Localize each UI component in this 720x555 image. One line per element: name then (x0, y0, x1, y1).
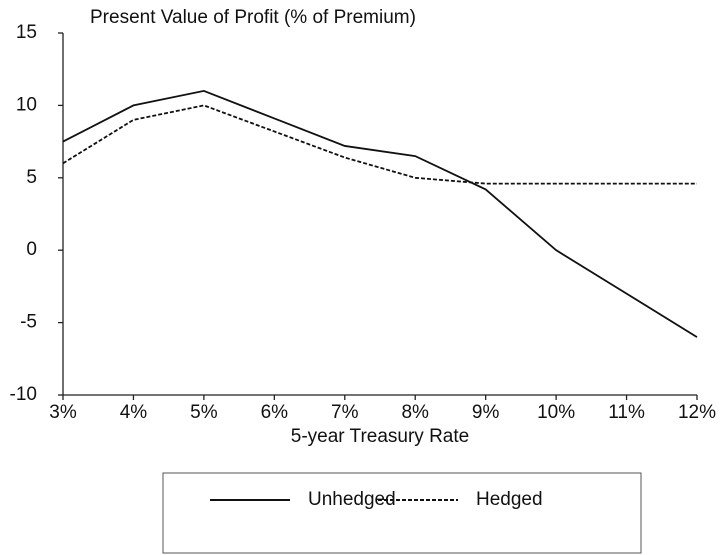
line-series (62, 104, 697, 185)
x-tick-label: 9% (472, 402, 500, 423)
x-axis-label: 5-year Treasury Rate (291, 426, 469, 447)
x-tick-label: 10% (537, 402, 575, 423)
y-tick-label: 5 (26, 167, 37, 188)
line-series (62, 89, 698, 338)
x-tick-label: 4% (120, 402, 148, 423)
y-tick-label: 10 (16, 94, 37, 115)
x-tick-label: 11% (608, 402, 645, 423)
x-tick-label: 7% (331, 402, 359, 423)
legend-label: Unhedged (308, 489, 396, 510)
x-tick-label: 8% (401, 402, 429, 423)
x-tick-label: 5% (190, 402, 218, 423)
x-tick-label: 3% (49, 402, 77, 423)
legend-label: Hedged (476, 489, 543, 510)
y-tick-label: -10 (10, 384, 37, 405)
y-tick-label: 0 (26, 239, 37, 260)
x-tick-label: 6% (261, 402, 289, 423)
y-tick-label: 15 (16, 22, 37, 43)
x-tick-label: 12% (678, 402, 716, 423)
chart-title: Present Value of Profit (% of Premium) (90, 7, 416, 28)
legend-box (162, 472, 642, 554)
y-tick-label: -5 (20, 312, 37, 333)
